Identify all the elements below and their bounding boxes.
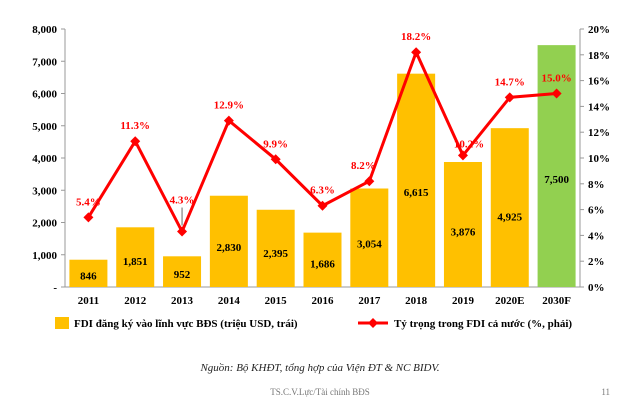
x-tick-label: 2011 <box>78 295 99 307</box>
bar-value-label: 1,686 <box>310 259 335 271</box>
bar <box>443 161 482 287</box>
bar <box>69 259 108 287</box>
bar-value-label: 2,830 <box>216 242 241 254</box>
right-tick-label: 16% <box>588 76 610 88</box>
left-tick-label: 6,000 <box>32 89 57 101</box>
legend: FDI đăng ký vào lĩnh vực BĐS (triệu USD,… <box>55 317 572 330</box>
bar <box>397 73 436 287</box>
line-value-label: 9.9% <box>263 138 288 150</box>
line-point <box>364 176 375 187</box>
right-tick-label: 14% <box>588 101 610 113</box>
line-point <box>83 212 94 223</box>
bar <box>163 256 202 287</box>
line-value-label: 6.3% <box>310 185 335 197</box>
line-value-label: 5.4% <box>76 196 101 208</box>
legend-label-line: Tỷ trọng trong FDI cả nước (%, phải) <box>394 318 572 330</box>
x-tick-label: 2015 <box>265 295 288 307</box>
right-tick-label: 6% <box>588 205 605 217</box>
x-tick-label: 2012 <box>124 295 147 307</box>
left-tick-label: 3,000 <box>32 185 57 197</box>
line-point <box>130 136 141 147</box>
line-series <box>83 47 562 237</box>
line-value-label: 4.3% <box>170 195 195 207</box>
line-point <box>411 47 422 58</box>
right-tick-label: 4% <box>588 230 605 242</box>
right-tick-label: 20% <box>588 24 610 36</box>
line-value-label: 12.9% <box>214 100 244 112</box>
bar <box>209 195 248 287</box>
bar-value-label: 952 <box>174 269 191 281</box>
data-labels: 846 1,851 952 2,830 2,395 1,686 3,054 6,615 3,87… <box>76 31 572 283</box>
x-tick-label: 2030F <box>542 295 571 307</box>
line-value-label: 8.2% <box>351 160 376 172</box>
chart-axes: - 1,000 2,000 3,000 4,000 5,000 6,000 7,000 8,00… <box>32 24 610 307</box>
fdi-combo-chart: - 1,000 2,000 3,000 4,000 5,000 6,000 7,000 8,00… <box>32 24 610 330</box>
bar <box>490 128 529 287</box>
line-value-label: 18.2% <box>401 31 431 43</box>
bar <box>116 227 155 287</box>
bar <box>350 188 389 287</box>
left-tick-label: - <box>53 282 57 294</box>
x-tick-label: 2019 <box>452 295 475 307</box>
footer-text: TS.C.V.Lực/Tài chính BĐS <box>270 387 370 397</box>
bar-value-label: 4,925 <box>497 212 522 224</box>
left-tick-label: 4,000 <box>32 153 57 165</box>
line-value-label: 15.0% <box>541 73 571 85</box>
right-tick-label: 8% <box>588 179 605 191</box>
bar-value-label: 7,500 <box>544 174 569 186</box>
legend-marker-line <box>368 318 378 328</box>
bar-value-label: 1,851 <box>123 256 148 268</box>
line-point <box>270 154 281 165</box>
right-tick-label: 0% <box>588 282 605 294</box>
right-tick-label: 10% <box>588 153 610 165</box>
right-tick-label: 18% <box>588 50 610 62</box>
left-tick-label: 1,000 <box>32 250 57 262</box>
right-tick-label: 2% <box>588 256 605 268</box>
bar-value-label: 2,395 <box>263 248 288 260</box>
bar <box>256 209 295 287</box>
source-note: Nguồn: Bộ KHĐT, tổng hợp của Viện ĐT & N… <box>200 362 440 374</box>
left-tick-label: 2,000 <box>32 218 57 230</box>
x-tick-label: 2013 <box>171 295 194 307</box>
line-point <box>457 150 468 161</box>
bar-value-label: 3,054 <box>357 239 382 251</box>
x-tick-label: 2016 <box>312 295 335 307</box>
left-tick-label: 8,000 <box>32 24 57 36</box>
bar-value-label: 6,615 <box>404 187 429 199</box>
line-value-label: 10.2% <box>454 138 484 150</box>
line-point <box>504 92 515 103</box>
line-value-label: 14.7% <box>495 76 525 88</box>
x-tick-label: 2018 <box>405 295 428 307</box>
line-point <box>551 88 562 99</box>
bar-value-label: 3,876 <box>451 227 476 239</box>
x-tick-label: 2017 <box>358 295 381 307</box>
line-point <box>223 115 234 126</box>
bar <box>303 232 342 287</box>
legend-swatch-bar <box>55 317 69 329</box>
bar <box>537 45 576 287</box>
bar-value-label: 846 <box>80 271 97 283</box>
page-number: 11 <box>601 387 610 397</box>
bar-series <box>69 45 576 287</box>
line-point <box>177 226 188 237</box>
x-tick-label: 2020E <box>495 295 524 307</box>
right-tick-label: 12% <box>588 127 610 139</box>
left-tick-label: 7,000 <box>32 56 57 68</box>
x-tick-label: 2014 <box>218 295 241 307</box>
line-value-label: 11.3% <box>120 120 150 132</box>
left-tick-label: 5,000 <box>32 121 57 133</box>
line-point <box>317 200 328 211</box>
legend-label-bar: FDI đăng ký vào lĩnh vực BĐS (triệu USD,… <box>74 318 298 330</box>
